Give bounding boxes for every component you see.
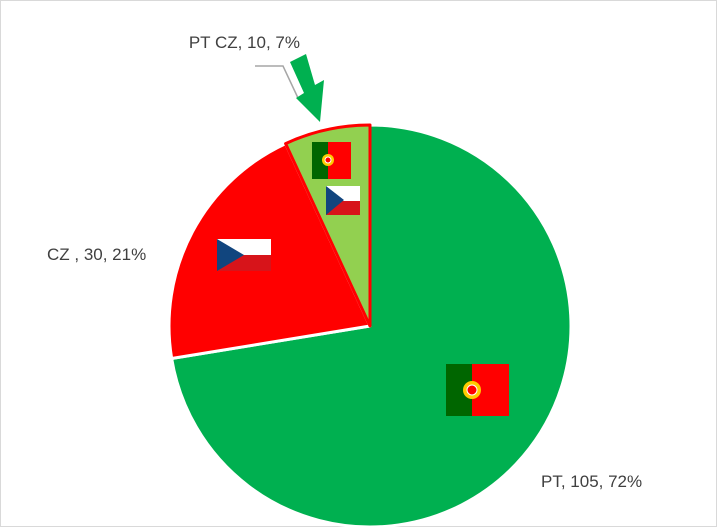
arrow (290, 54, 324, 122)
slices (167, 123, 573, 528)
flag-cz-large (217, 239, 271, 271)
flag-pt-large (446, 364, 509, 416)
data-label: CZ , 30, 21% (47, 245, 147, 264)
leader-line (255, 65, 299, 99)
data-label: PT, 105, 72% (541, 472, 643, 491)
data-label: PT CZ, 10, 7% (188, 33, 300, 52)
flag-pt-small (312, 142, 351, 179)
flag-cz-small (326, 186, 360, 215)
